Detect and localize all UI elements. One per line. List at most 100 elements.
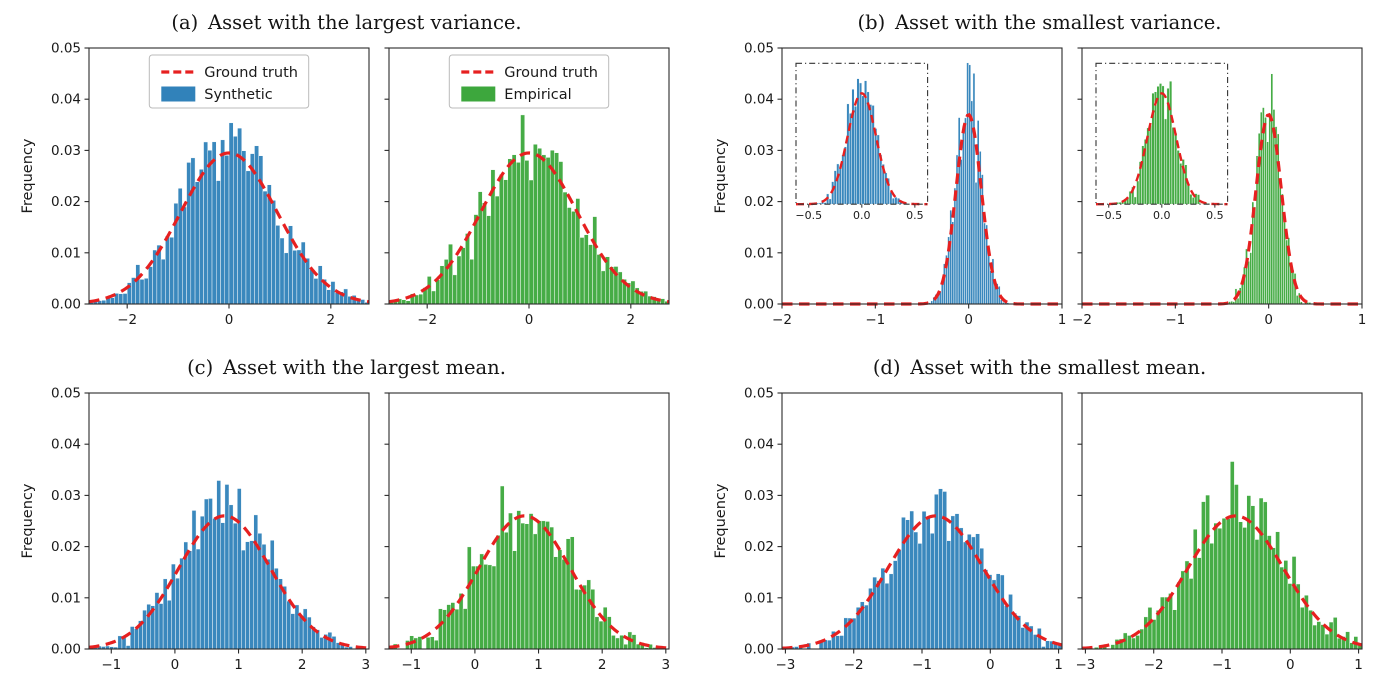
histogram-bar: [485, 215, 491, 305]
histogram-bar: [1133, 196, 1137, 205]
histogram-bar: [614, 637, 620, 650]
histogram-bar: [1186, 183, 1190, 205]
x-tick-label: 0: [170, 657, 179, 673]
histogram-bar: [515, 162, 521, 305]
histogram-bar: [883, 172, 887, 205]
histogram-bar: [1246, 261, 1250, 305]
histogram-bar: [482, 564, 488, 650]
histogram-bar: [194, 181, 200, 305]
histogram-bar: [1032, 634, 1038, 650]
histogram-bar: [473, 214, 478, 305]
histogram-bar: [274, 225, 280, 305]
inset-x-tick-label: 0.5: [906, 209, 924, 222]
y-tick-label: 0.03: [743, 488, 773, 504]
y-tick-label: 0.04: [743, 92, 773, 108]
histogram-bar: [1213, 522, 1218, 650]
histogram-bar: [1297, 292, 1301, 305]
histogram-bar: [1295, 295, 1298, 305]
histogram-bar: [325, 289, 331, 305]
panel-empirical: −1 0 1 2 3: [384, 392, 670, 673]
histogram-bar: [224, 155, 229, 305]
y-tick-label: 0.01: [50, 245, 80, 261]
x-tick-label: 0: [524, 312, 533, 328]
histogram-bar: [552, 556, 558, 650]
inset-x-tick-label: −0.5: [1095, 209, 1122, 222]
histogram-bar: [248, 540, 254, 650]
histogram-bar: [1299, 607, 1305, 650]
histogram-bar: [117, 293, 123, 305]
histogram-bar: [1153, 91, 1157, 205]
histogram-bar: [1250, 505, 1255, 650]
histogram-bar: [853, 105, 857, 205]
histogram-bar: [1242, 266, 1246, 305]
ground-truth-curve: [1081, 514, 1362, 650]
x-tick-label: −2: [417, 312, 437, 328]
histogram-bar: [1192, 528, 1198, 650]
legend-label: Synthetic: [204, 87, 272, 103]
y-axis-label: Frequency: [713, 138, 729, 213]
x-tick-label: 1: [234, 657, 243, 673]
histogram-bar: [953, 187, 956, 305]
histogram-bar: [300, 241, 306, 305]
x-tick-label: 2: [297, 657, 306, 673]
x-tick-label: −1: [101, 657, 121, 673]
histogram-bar: [1159, 596, 1165, 650]
histogram-bar: [281, 586, 287, 650]
y-tick-label: 0.05: [743, 41, 773, 57]
histogram-bar: [600, 270, 606, 305]
histogram-bar: [228, 122, 233, 305]
histogram-bar: [1344, 631, 1350, 650]
histogram-bar: [313, 278, 318, 305]
histogram-bar: [429, 636, 435, 650]
panel-empirical: −2 −1 0 1 −0.5 0.0 0.5: [1072, 47, 1366, 328]
x-tick-label: 1: [1057, 312, 1066, 328]
histogram-bar: [1171, 127, 1175, 205]
histogram-bar: [198, 169, 204, 305]
y-tick-label: 0.00: [743, 297, 773, 313]
subfigure-d-caption: (d) Asset with the smallest mean.: [872, 355, 1207, 379]
histogram-bar: [507, 512, 513, 650]
histogram-bar: [245, 170, 250, 305]
histogram-bar: [454, 608, 459, 650]
histogram-bar: [1130, 637, 1136, 650]
histogram-bar: [617, 271, 623, 305]
ground-truth-curve: [781, 514, 1062, 650]
histogram-bar: [252, 514, 258, 650]
histogram-bar: [1175, 582, 1181, 650]
y-tick-label: 0.02: [743, 539, 773, 555]
histogram-bar: [1155, 610, 1160, 650]
inset-zoom: −0.5 0.0 0.5: [795, 62, 928, 222]
x-tick-label: −2: [117, 312, 137, 328]
histogram-bar: [1267, 113, 1271, 305]
histogram-bar: [1336, 637, 1342, 650]
histogram-bar: [826, 639, 832, 650]
histogram-bar: [1280, 193, 1284, 305]
histogram-bar: [863, 604, 869, 650]
x-tick-label: 1: [1054, 657, 1063, 673]
subfigure-d-plot: Frequency −3 −2 −1 0 1 0.00 0.01 0.02 0.03 0.04 0.0…: [713, 386, 1363, 674]
histogram-bar: [873, 128, 877, 205]
histogram-bar: [456, 255, 461, 305]
histogram-bar: [573, 589, 579, 650]
x-tick-label: −1: [865, 312, 885, 328]
histogram-bar: [425, 637, 430, 650]
histogram-bar: [211, 141, 216, 305]
histogram-bar: [318, 637, 324, 650]
histogram-bar: [494, 195, 500, 305]
histogram-bar: [1130, 186, 1134, 205]
histogram-bar: [236, 488, 242, 650]
histogram-bar: [511, 550, 517, 650]
histogram-bar: [1291, 269, 1294, 305]
histogram-bar: [273, 567, 279, 650]
histogram-bar: [925, 516, 930, 650]
histogram-bar: [1134, 635, 1140, 650]
histogram-bar: [532, 144, 538, 305]
histogram-bar: [417, 636, 422, 650]
histogram-bar: [561, 559, 566, 650]
histogram-bar: [185, 162, 191, 305]
histogram-bar: [954, 513, 959, 650]
histogram-bar: [519, 114, 525, 305]
histogram-bar: [334, 292, 340, 305]
histogram-bar: [503, 531, 509, 650]
y-axis-label: Frequency: [713, 483, 729, 558]
